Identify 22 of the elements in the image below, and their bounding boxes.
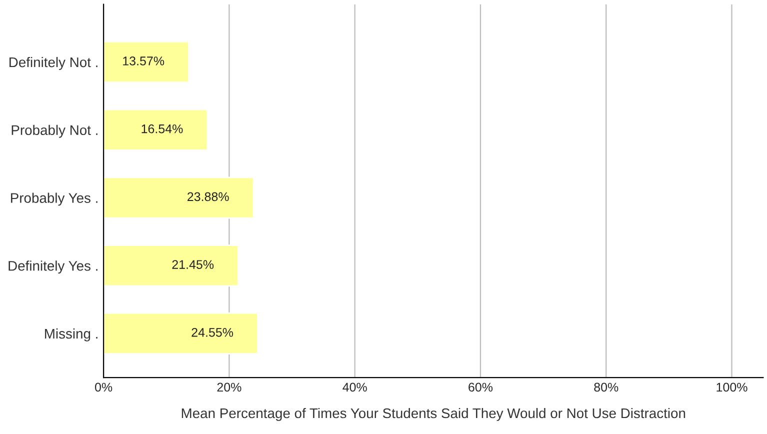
data-label: 13.57% bbox=[123, 56, 164, 66]
y-tick-label: Missing . bbox=[45, 328, 98, 342]
bar bbox=[104, 40, 190, 84]
x-tick-label: 20% bbox=[217, 382, 242, 392]
x-tick-label: 80% bbox=[594, 382, 618, 392]
data-label: 21.45% bbox=[172, 260, 214, 269]
x-tick-label: 0% bbox=[95, 382, 112, 392]
bar bbox=[104, 312, 258, 355]
y-tick-label: Definitely Not . bbox=[10, 56, 98, 70]
data-label: 23.88% bbox=[188, 192, 229, 202]
x-tick-label: 100% bbox=[716, 382, 748, 392]
bar bbox=[104, 244, 239, 287]
x-axis-title: Mean Percentage of Times Your Students Said They Would or Not Use Distraction bbox=[182, 408, 686, 421]
data-label: 16.54% bbox=[142, 124, 183, 134]
bar bbox=[104, 176, 254, 219]
y-tick-label: Probably Yes . bbox=[11, 192, 98, 206]
x-tick-label: 40% bbox=[342, 382, 367, 392]
data-label: 24.55% bbox=[192, 328, 234, 337]
y-tick-label: Definitely Yes . bbox=[8, 260, 98, 274]
bar bbox=[104, 108, 208, 151]
y-tick-label: Probably Not . bbox=[12, 124, 98, 138]
x-tick-label: 60% bbox=[468, 382, 493, 392]
